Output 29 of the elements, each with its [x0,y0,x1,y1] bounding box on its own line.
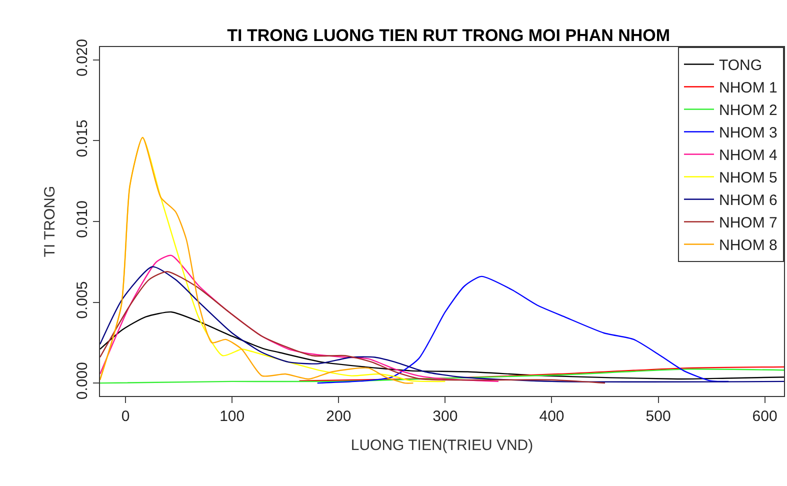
legend-label: NHOM 3 [719,124,778,142]
y-tick-label: 0.015 [74,120,91,158]
x-tick-label: 500 [646,408,671,425]
y-tick-label: 0.010 [74,200,91,238]
x-tick-label: 600 [752,408,778,425]
x-tick-label: 100 [220,408,245,425]
y-axis-title: TI TRONG [41,186,58,258]
legend-label: NHOM 5 [719,170,778,187]
legend-label: NHOM 1 [719,80,778,97]
line-series [100,254,500,382]
y-tick-label: 0.005 [74,281,91,319]
line-series [100,266,784,382]
legend-label: NHOM 6 [719,192,778,210]
legend-label: NHOM 7 [719,214,778,232]
legend-label: TONG [719,57,762,74]
legend-label: NHOM 4 [719,147,778,164]
x-axis-title: LUONG TIEN(TRIEU VND) [350,437,534,454]
x-tick-label: 200 [326,408,352,425]
chart-title: TI TRONG LUONG TIEN RUT TRONG MOI PHAN NHOM [227,26,670,46]
x-tick-label: 300 [432,408,458,425]
y-tick-label: 0.020 [74,38,91,76]
x-tick-label: 0 [121,408,130,425]
y-tick-label: 0.000 [74,362,91,400]
legend-label: NHOM 2 [719,102,778,120]
x-tick-label: 400 [539,408,564,425]
legend-label: NHOM 8 [719,237,778,254]
line-series [100,270,606,384]
line-series [100,368,784,384]
line-series [100,311,784,380]
